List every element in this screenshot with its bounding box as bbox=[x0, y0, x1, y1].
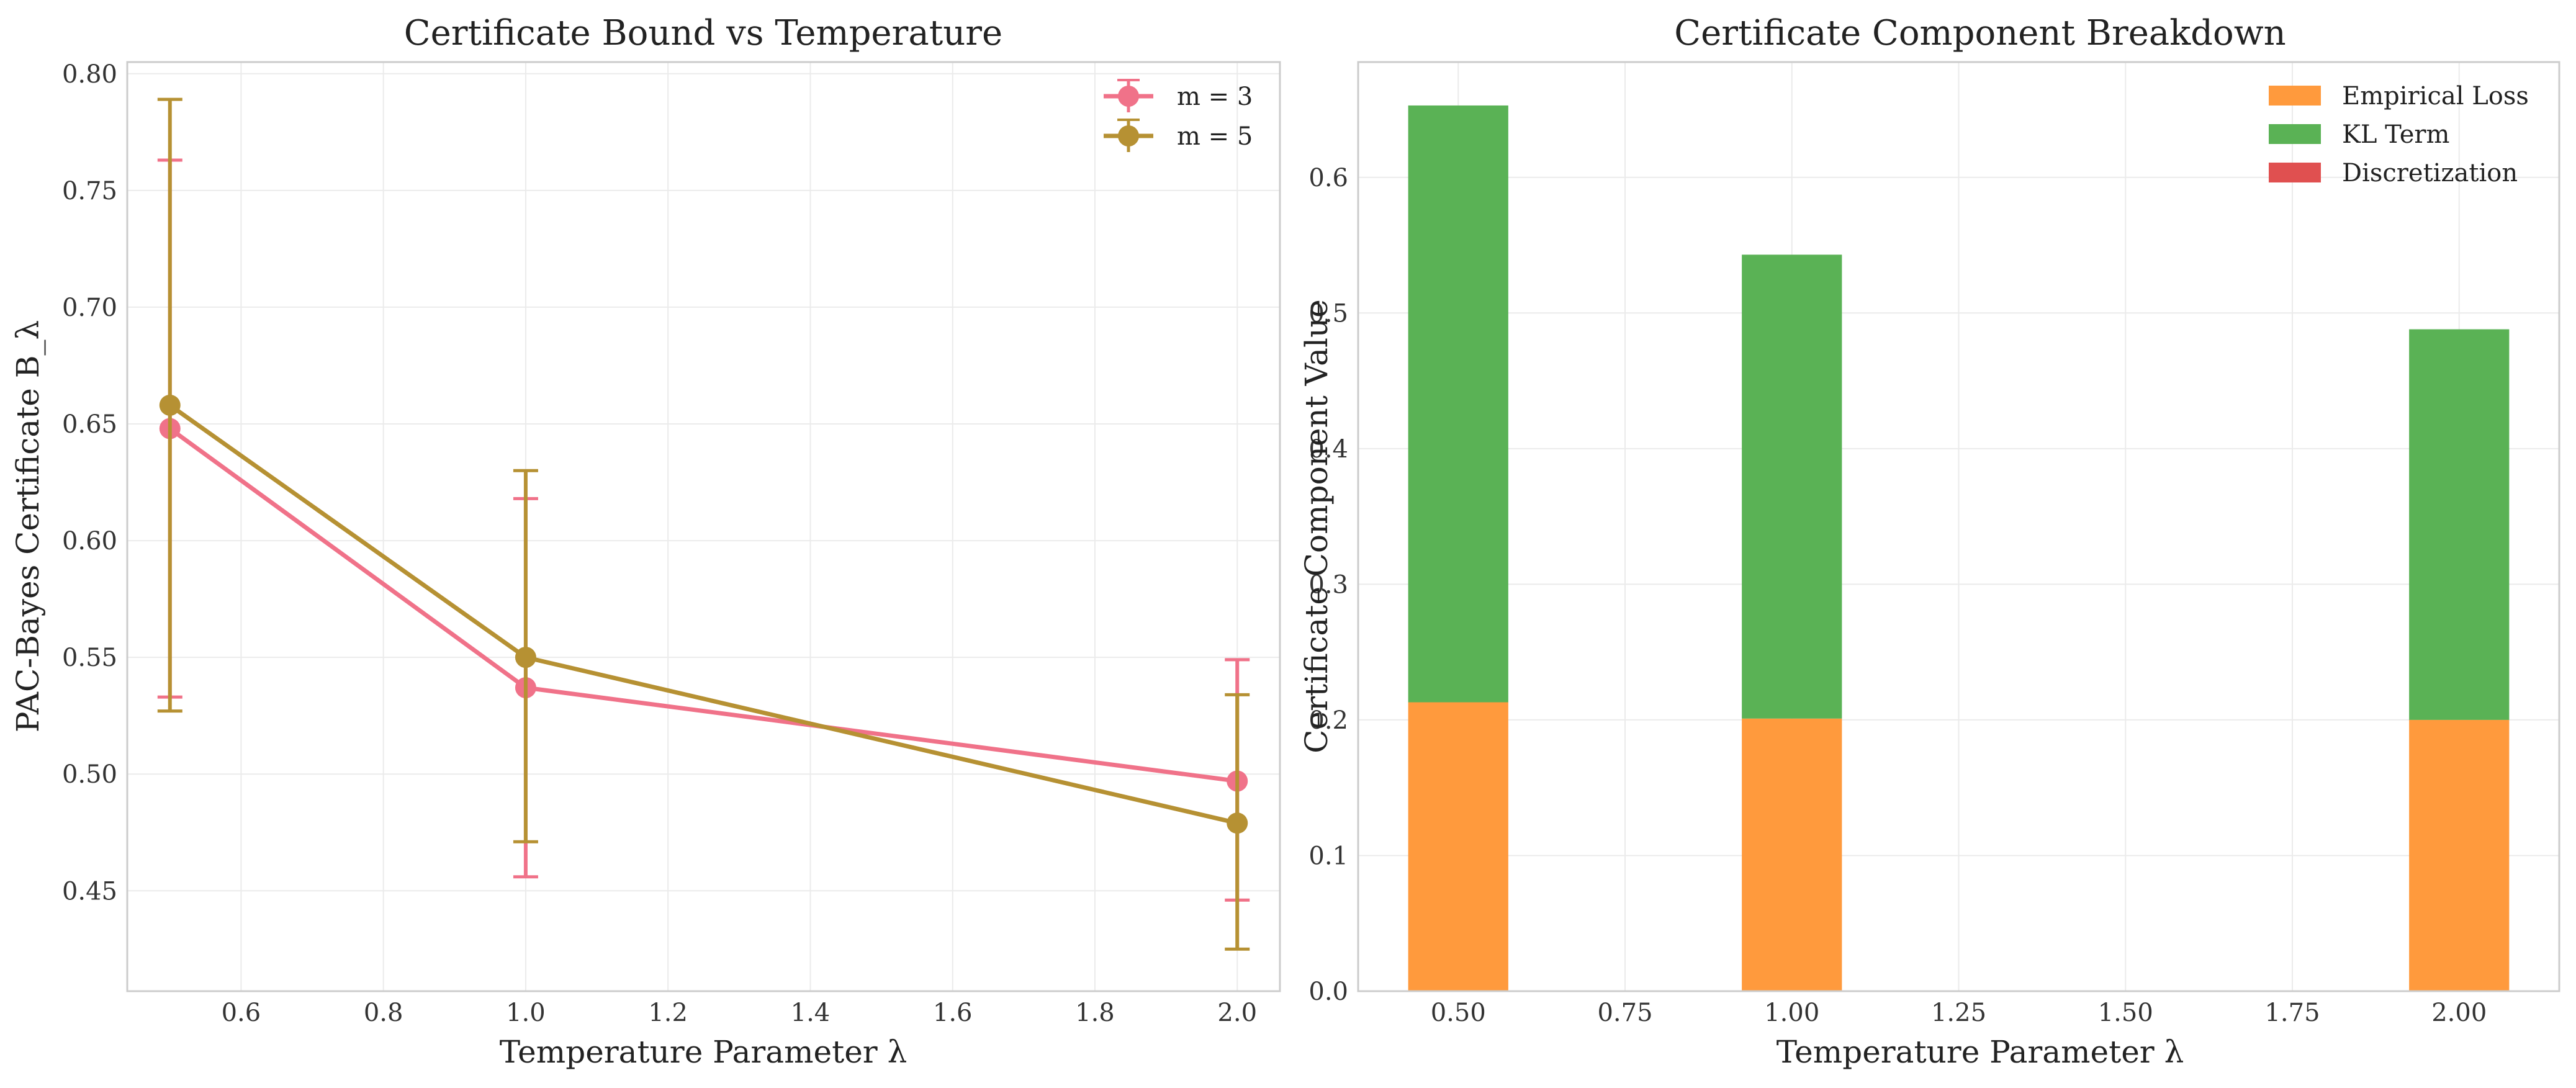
left-x-axis-label: Temperature Parameter λ bbox=[500, 1034, 907, 1070]
right-y-tick-label: 0.5 bbox=[1308, 299, 1348, 328]
legend-swatch bbox=[2269, 86, 2321, 106]
left-x-ticks: 0.6 0.8 1.0 1.2 1.4 1.6 1.8 2.0 bbox=[222, 999, 1257, 1027]
right-y-tick-label: 0.0 bbox=[1308, 978, 1348, 1006]
data-point bbox=[1227, 812, 1248, 834]
left-y-tick-label: 0.45 bbox=[62, 877, 117, 906]
bar-segment-kl-term bbox=[2409, 329, 2510, 720]
left-x-tick-label: 0.8 bbox=[364, 999, 403, 1027]
right-plot-frame bbox=[1357, 61, 2560, 992]
right-data-marks bbox=[1408, 105, 2510, 991]
left-y-tick-label: 0.70 bbox=[62, 294, 117, 322]
right-x-tick-label: 1.50 bbox=[2098, 999, 2153, 1027]
bar-segment-empirical-loss bbox=[2409, 719, 2510, 991]
left-x-tick-label: 0.6 bbox=[222, 999, 261, 1027]
right-y-tick-label: 0.3 bbox=[1308, 570, 1348, 599]
left-x-tick-label: 1.4 bbox=[791, 999, 831, 1027]
bar-segment-empirical-loss bbox=[1408, 702, 1508, 991]
right-y-ticks: 0.0 0.1 0.2 0.3 0.4 0.5 0.6 bbox=[1308, 164, 1348, 1006]
right-legend: Empirical Loss KL Term Discretization bbox=[2269, 82, 2529, 187]
left-y-tick-label: 0.80 bbox=[62, 60, 117, 89]
left-x-tick-label: 1.8 bbox=[1075, 999, 1115, 1027]
right-grid bbox=[1358, 62, 2559, 992]
bar-segment-kl-term bbox=[1408, 105, 1508, 703]
left-chart-panel: Certificate Bound vs Temperature 0.6 0.8 1… bbox=[10, 13, 1281, 1070]
right-x-tick-label: 0.50 bbox=[1431, 999, 1486, 1027]
right-chart-panel: Certificate Component Breakdown 0.50 0.75… bbox=[1299, 13, 2560, 1070]
legend-label: m = 3 bbox=[1177, 83, 1253, 111]
left-x-tick-label: 1.6 bbox=[933, 999, 973, 1027]
left-legend: m = 3 m = 5 bbox=[1104, 79, 1253, 152]
left-x-tick-label: 1.2 bbox=[648, 999, 688, 1027]
series-line bbox=[168, 426, 1238, 783]
right-x-ticks: 0.50 0.75 1.00 1.25 1.50 1.75 2.00 bbox=[1431, 999, 2487, 1027]
legend-label: KL Term bbox=[2342, 120, 2449, 149]
left-y-ticks: 0.45 0.50 0.55 0.60 0.65 0.70 0.75 0.80 bbox=[62, 60, 117, 906]
legend-swatch bbox=[2269, 124, 2321, 144]
right-y-tick-label: 0.6 bbox=[1308, 164, 1348, 192]
series-2-group bbox=[157, 97, 1250, 951]
legend-marker bbox=[1118, 86, 1139, 107]
right-y-tick-label: 0.1 bbox=[1308, 842, 1348, 870]
legend-marker bbox=[1118, 125, 1139, 146]
left-x-tick-label: 1.0 bbox=[506, 999, 546, 1027]
left-y-tick-label: 0.50 bbox=[62, 760, 117, 789]
right-y-tick-label: 0.2 bbox=[1308, 706, 1348, 735]
legend-swatch bbox=[2269, 163, 2321, 182]
left-data-marks bbox=[157, 97, 1250, 951]
data-point bbox=[159, 394, 181, 416]
right-x-tick-label: 1.25 bbox=[1931, 999, 1986, 1027]
right-x-tick-label: 1.75 bbox=[2264, 999, 2320, 1027]
left-grid bbox=[127, 62, 1280, 991]
right-x-axis-label: Temperature Parameter λ bbox=[1777, 1034, 2184, 1070]
data-point bbox=[515, 647, 536, 668]
left-x-tick-label: 2.0 bbox=[1217, 999, 1257, 1027]
legend-label: m = 5 bbox=[1177, 122, 1253, 151]
left-y-axis-label: PAC-Bayes Certificate B_λ bbox=[10, 320, 46, 732]
left-y-tick-label: 0.55 bbox=[62, 644, 117, 672]
bar-segment-empirical-loss bbox=[1742, 718, 1842, 991]
bar-segment-kl-term bbox=[1742, 254, 1842, 719]
left-y-tick-label: 0.60 bbox=[62, 527, 117, 555]
right-x-tick-label: 2.00 bbox=[2431, 999, 2487, 1027]
right-y-axis-label: Certificate Component Value bbox=[1299, 299, 1335, 753]
right-chart-title: Certificate Component Breakdown bbox=[1674, 13, 2286, 53]
left-y-tick-label: 0.75 bbox=[62, 177, 117, 205]
legend-label: Empirical Loss bbox=[2342, 82, 2529, 110]
left-chart-title: Certificate Bound vs Temperature bbox=[404, 13, 1002, 53]
left-plot-frame bbox=[126, 61, 1281, 992]
right-y-tick-label: 0.4 bbox=[1308, 435, 1348, 464]
legend-label: Discretization bbox=[2342, 159, 2518, 187]
right-x-tick-label: 0.75 bbox=[1597, 999, 1652, 1027]
left-y-tick-label: 0.65 bbox=[62, 410, 117, 439]
right-x-tick-label: 1.00 bbox=[1764, 999, 1819, 1027]
